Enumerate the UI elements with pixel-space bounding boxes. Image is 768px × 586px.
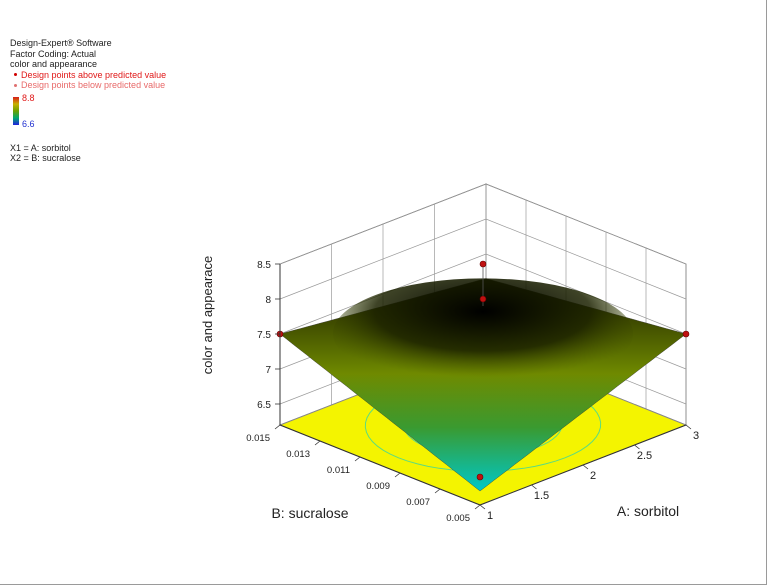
- response-label: color and appearance: [10, 59, 98, 69]
- scale-low-label: 6.6: [22, 118, 35, 129]
- red-dot-icon: [14, 73, 17, 77]
- z-tick-label: 8.5: [257, 260, 271, 271]
- legend-panel: Design-Expert® Software Factor Coding: A…: [10, 38, 166, 164]
- x-tick-label: 1.5: [534, 490, 549, 502]
- color-scale-bar: [13, 96, 19, 125]
- design-point: [476, 473, 484, 481]
- y-tick-label: 0.009: [366, 481, 390, 492]
- z-tick-label: 7: [265, 365, 271, 376]
- legend-below-text: Design points below predicted value: [21, 80, 166, 90]
- x-tick: [634, 444, 640, 450]
- y-tick-label: 0.013: [286, 449, 310, 460]
- y-tick: [394, 472, 401, 478]
- pink-dot-icon: [14, 83, 17, 87]
- x-tick-label: 2.5: [637, 450, 652, 462]
- x-tick-label: 1: [487, 510, 493, 522]
- z-axis-title: color and appearace: [200, 256, 215, 375]
- y-tick: [434, 488, 441, 494]
- factor-coding-label: Factor Coding: Actual: [10, 48, 97, 59]
- y-tick-label: 0.007: [406, 497, 430, 508]
- x1-label: X1 = A: sorbitol: [10, 142, 71, 153]
- z-tick-label: 7.5: [257, 330, 271, 341]
- software-label: Design-Expert® Software: [10, 38, 112, 48]
- y-tick: [274, 424, 281, 430]
- z-tick-label: 8: [265, 295, 271, 306]
- axes: 6.5 7 7.5 8 8.5 color and appearace 1 1.5 2 2.5 3 A…: [200, 256, 699, 524]
- design-point: [479, 260, 487, 268]
- scale-high-label: 8.8: [22, 92, 35, 103]
- z-tick-label: 6.5: [257, 400, 271, 411]
- y-tick-label: 0.005: [446, 513, 470, 524]
- legend-above: Design points above predicted value: [10, 70, 166, 81]
- y-tick: [354, 456, 361, 462]
- x-tick-label: 2: [590, 470, 596, 482]
- x2-label: X2 = B: sucralose: [10, 153, 81, 163]
- design-point: [682, 330, 690, 338]
- y-tick: [474, 504, 481, 510]
- color-scale: 8.8 6.6: [10, 93, 166, 131]
- x-tick: [685, 424, 692, 430]
- x-tick-label: 3: [693, 430, 699, 442]
- legend-below: Design points below predicted value: [10, 80, 166, 91]
- x-axis-title: A: sorbitol: [617, 503, 679, 519]
- surface-peak-shading: [333, 278, 633, 389]
- design-point: [479, 295, 487, 303]
- y-axis-line: [279, 424, 481, 506]
- y-axis-title: B: sucralose: [271, 505, 348, 521]
- y-tick-label: 0.011: [327, 465, 350, 476]
- x-tick: [479, 504, 486, 510]
- y-tick-label: 0.015: [246, 433, 270, 444]
- legend-above-text: Design points above predicted value: [21, 69, 167, 80]
- x-tick: [582, 464, 589, 470]
- x-tick: [531, 484, 537, 490]
- y-tick: [314, 440, 321, 446]
